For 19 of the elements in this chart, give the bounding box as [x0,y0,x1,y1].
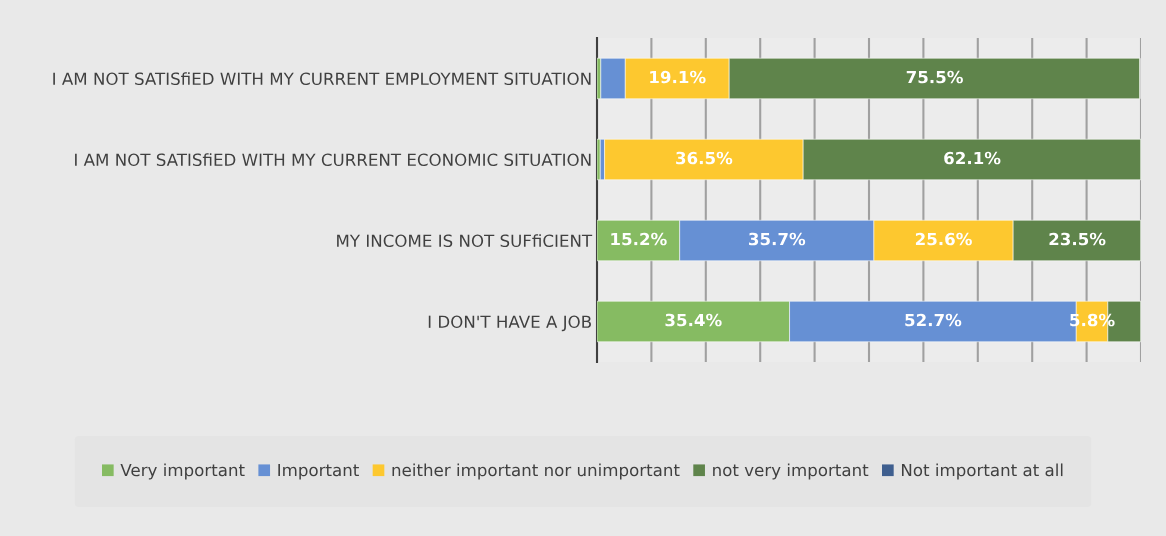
data-label: 23.5% [1049,232,1106,246]
data-label: 19.1% [650,70,706,84]
y-tick-label: I AM NOT SATISﬁED WITH MY CURRENT EMPLOYMENT SITUATION [53,72,591,86]
y-tick-label: MY INCOME IS NOT SUFﬁCIENT [337,234,593,248]
data-label: 75.5% [906,70,963,84]
legend-label: Not important at all [901,463,1063,480]
legend-label: not very important [713,463,869,480]
data-label: 35.7% [749,232,806,246]
legend-label: neither important nor unimportant [392,463,680,480]
data-label: 15.2% [611,232,667,246]
y-tick-label: I DON'T HAVE A JOB [428,315,591,332]
data-label: 25.6% [915,232,972,246]
data-label: 52.7% [905,313,962,327]
data-label: 35.4% [665,313,722,327]
data-label: 62.1% [944,151,1001,165]
legend-label: Important [278,463,359,480]
y-tick-label: I AM NOT SATISﬁED WITH MY CURRENT ECONOMIC SITUATION [75,153,591,167]
legend-label: Very important [120,463,245,480]
data-label: 36.5% [676,151,733,165]
